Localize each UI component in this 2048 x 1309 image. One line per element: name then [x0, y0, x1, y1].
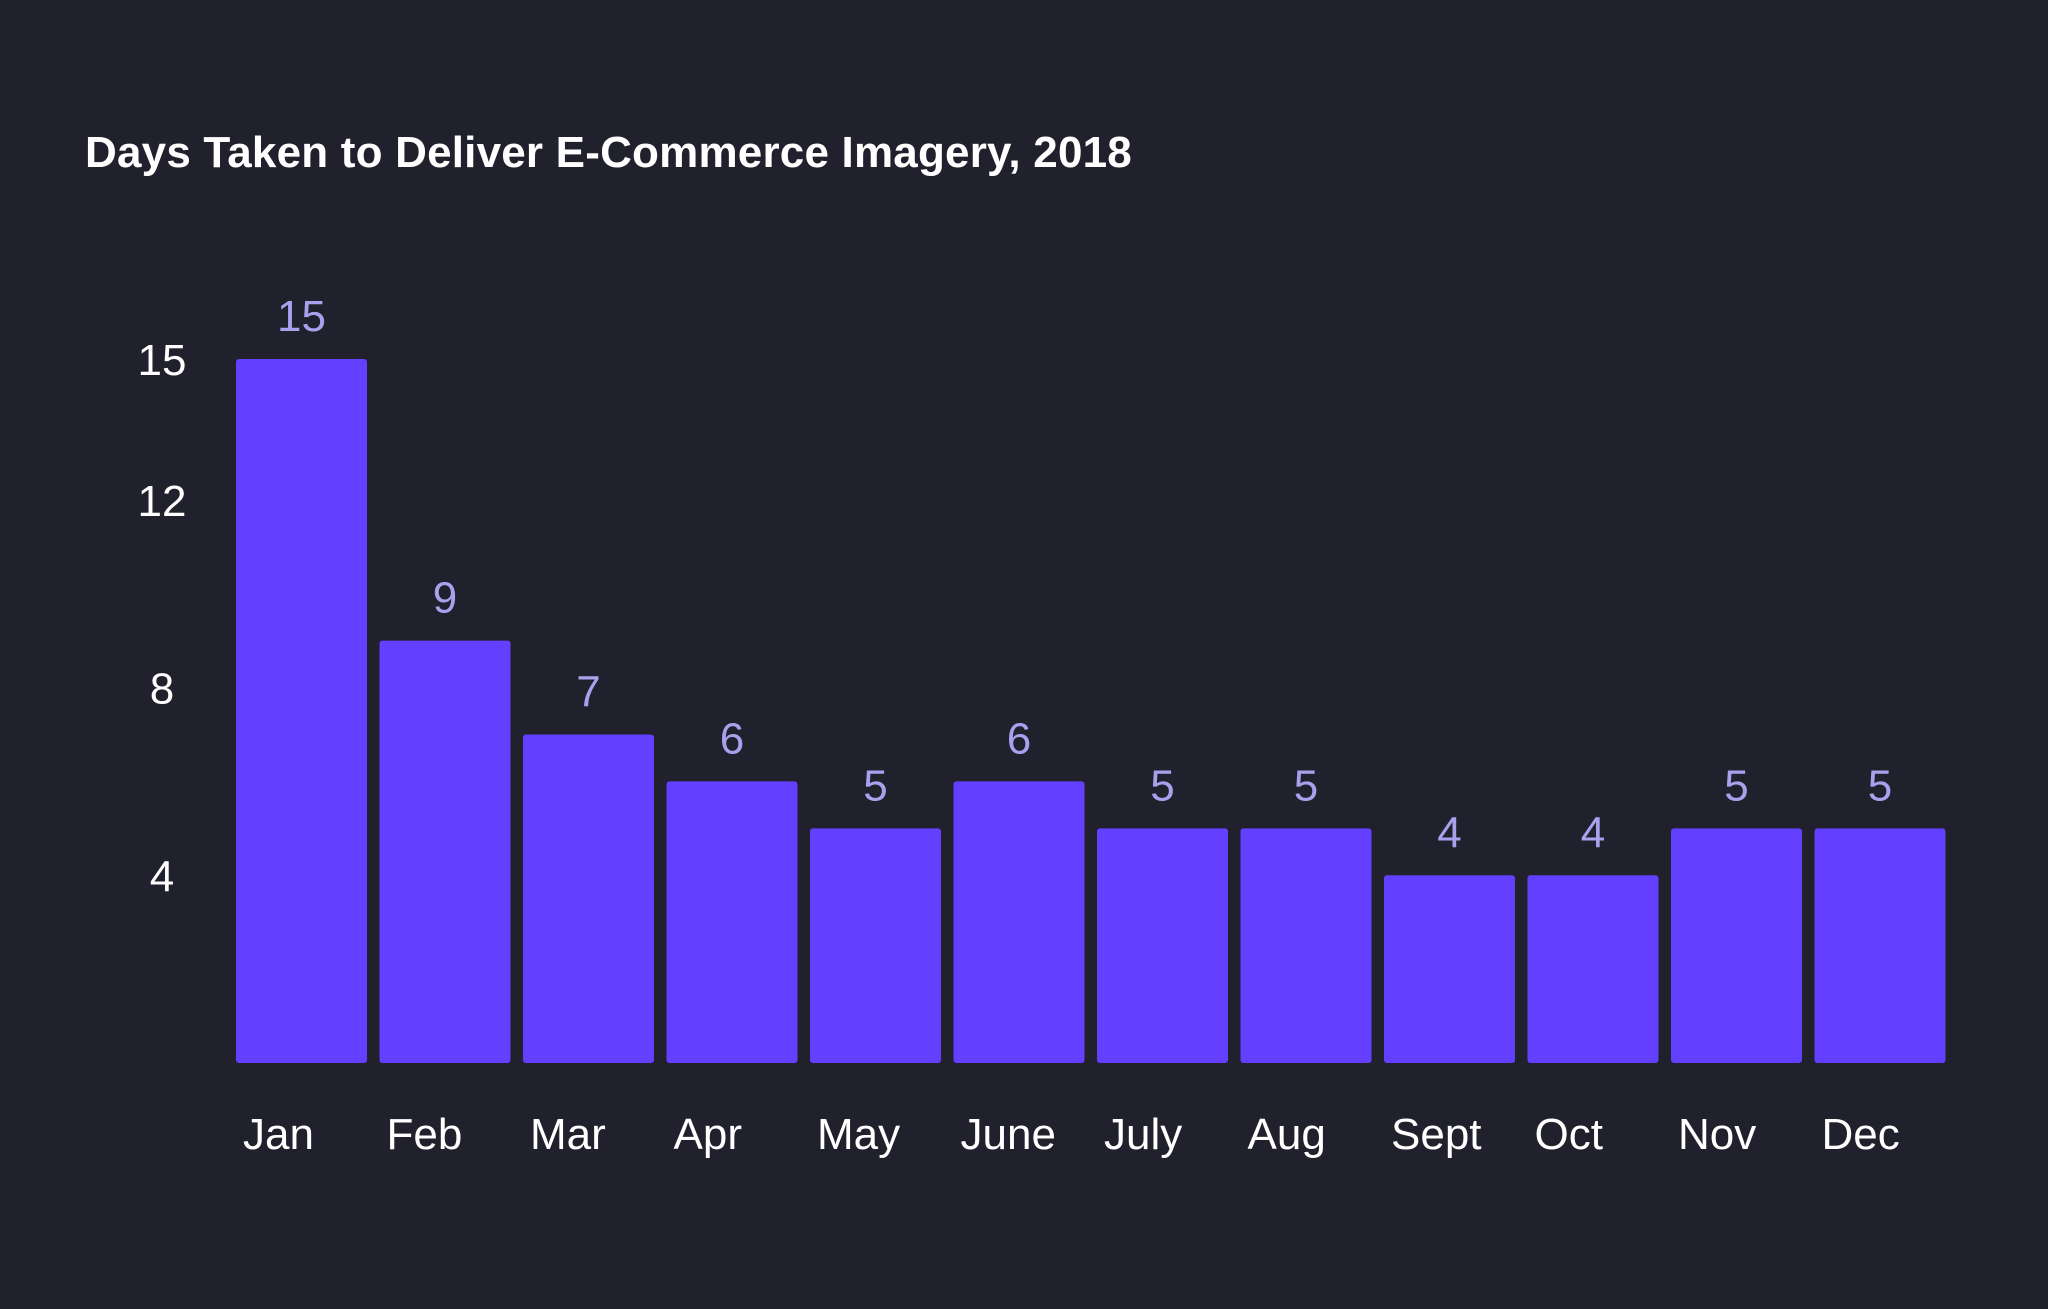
bar-aug — [1240, 828, 1372, 1063]
y-tick-label: 8 — [150, 665, 174, 714]
chart-title: Days Taken to Deliver E-Commerce Imagery… — [85, 128, 1132, 177]
bar-may — [810, 828, 941, 1063]
y-tick-label: 4 — [150, 852, 174, 901]
x-tick-label-may: May — [817, 1110, 900, 1159]
bar-dec — [1814, 828, 1946, 1063]
y-axis: 15 12 8 4 — [138, 336, 187, 901]
data-label-aug: 5 — [1294, 761, 1318, 810]
x-tick-label-july: July — [1104, 1110, 1182, 1159]
data-label-sept: 4 — [1437, 808, 1461, 857]
data-label-may: 5 — [863, 761, 887, 810]
data-label-feb: 9 — [433, 574, 457, 623]
bar-sept — [1384, 875, 1515, 1063]
x-tick-label-jan: Jan — [243, 1110, 314, 1159]
x-tick-label-feb: Feb — [387, 1110, 463, 1159]
data-labels: 15 9 7 6 5 6 5 5 4 4 5 5 — [277, 292, 1892, 857]
bar-jan — [236, 359, 367, 1063]
x-tick-label-dec: Dec — [1822, 1110, 1900, 1159]
x-tick-label-aug: Aug — [1248, 1110, 1326, 1159]
bar-apr — [666, 781, 798, 1063]
data-label-oct: 4 — [1581, 808, 1605, 857]
x-tick-label-nov: Nov — [1678, 1110, 1756, 1159]
x-tick-label-sept: Sept — [1391, 1110, 1482, 1159]
data-label-nov: 5 — [1724, 761, 1748, 810]
data-label-apr: 6 — [720, 714, 744, 763]
data-label-july: 5 — [1150, 761, 1174, 810]
data-label-mar: 7 — [576, 667, 600, 716]
x-tick-label-june: June — [961, 1110, 1056, 1159]
x-tick-label-oct: Oct — [1535, 1110, 1603, 1159]
bar-july — [1097, 828, 1228, 1063]
y-tick-label: 12 — [138, 477, 187, 526]
bar-nov — [1671, 828, 1802, 1063]
bar-oct — [1527, 875, 1659, 1063]
data-label-jan: 15 — [277, 292, 326, 341]
bars — [236, 359, 1946, 1063]
y-tick-label: 15 — [138, 336, 187, 385]
bar-feb — [379, 640, 511, 1063]
x-axis: Jan Feb Mar Apr May June July Aug Sept Oct Nov Dec — [243, 1110, 1900, 1159]
bar-mar — [523, 734, 654, 1063]
data-label-dec: 5 — [1868, 761, 1892, 810]
bar-june — [953, 781, 1085, 1063]
data-label-june: 6 — [1007, 714, 1031, 763]
x-tick-label-mar: Mar — [530, 1110, 606, 1159]
x-tick-label-apr: Apr — [674, 1110, 742, 1159]
